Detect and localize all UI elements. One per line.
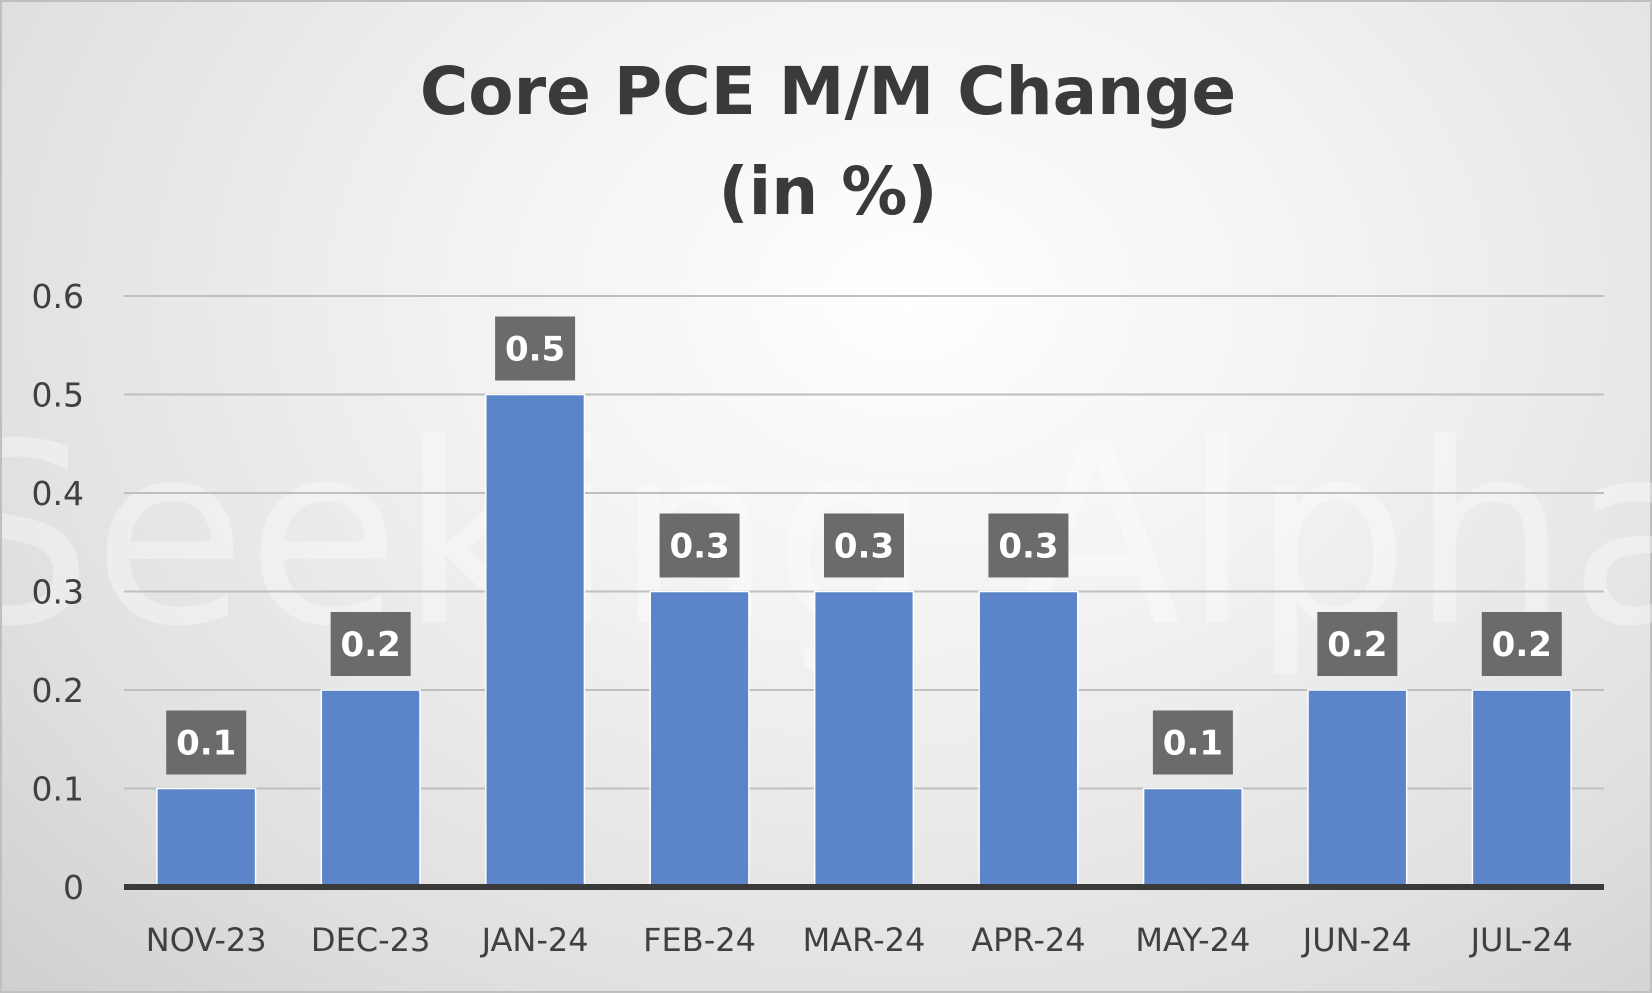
y-tick-label: 0.6 — [32, 277, 84, 316]
x-category-label: NOV-23 — [146, 921, 267, 959]
y-tick-label: 0 — [63, 868, 84, 907]
data-label: 0.1 — [1152, 710, 1233, 775]
data-label-value: 0.2 — [341, 625, 401, 665]
y-axis-tick-labels: 0 0.1 0.2 0.3 0.4 0.5 0.6 — [32, 277, 84, 907]
data-label-box — [495, 316, 576, 381]
data-label: 0.3 — [659, 513, 740, 578]
data-label-box — [1317, 612, 1398, 676]
bar-jan-24 — [485, 393, 586, 888]
data-label-value: 0.5 — [505, 330, 565, 370]
data-label-value: 0.3 — [834, 527, 894, 567]
y-tick-label: 0.3 — [32, 573, 84, 612]
x-category-label: MAR-24 — [803, 921, 926, 959]
bar-mar-24 — [813, 590, 915, 888]
data-label-value: 0.1 — [1163, 724, 1223, 764]
y-tick-label: 0.4 — [32, 474, 84, 513]
x-category-label: DEC-23 — [311, 921, 430, 959]
bar-feb-24 — [649, 590, 750, 888]
bar-jun-24 — [1307, 689, 1408, 888]
data-label-box — [988, 513, 1069, 578]
data-label: 0.3 — [988, 513, 1069, 578]
data-label: 0.3 — [824, 513, 904, 578]
data-label-value: 0.3 — [998, 527, 1058, 567]
bar-may-24 — [1142, 787, 1243, 888]
data-label: 0.2 — [1481, 612, 1562, 676]
data-label: 0.2 — [1317, 612, 1398, 676]
data-label-box — [1481, 612, 1562, 676]
x-category-label: JUN-24 — [1301, 921, 1412, 959]
data-label-box — [330, 612, 411, 676]
bar-nov-23 — [156, 787, 257, 888]
data-labels: 0.1 0.2 0.5 0.3 0.3 0.3 0.1 0.2 0.2 — [166, 316, 1562, 775]
x-category-label: APR-24 — [971, 921, 1085, 959]
x-category-label: JUL-24 — [1469, 921, 1573, 959]
chart-title-line-1: Core PCE M/M Change — [420, 53, 1236, 130]
y-tick-label: 0.5 — [32, 376, 84, 415]
data-label-value: 0.1 — [176, 724, 236, 764]
data-label-value: 0.2 — [1492, 625, 1552, 665]
bar-jul-24 — [1471, 689, 1572, 888]
data-label: 0.2 — [330, 612, 411, 676]
data-label-box — [1152, 710, 1233, 775]
data-label-value: 0.3 — [669, 527, 729, 567]
bars — [156, 393, 1572, 888]
data-label-value: 0.2 — [1327, 625, 1387, 665]
chart-title-line-2: (in %) — [718, 153, 937, 230]
chart-title: Core PCE M/M Change (in %) — [420, 53, 1236, 230]
data-label-box — [166, 710, 247, 775]
y-tick-label: 0.2 — [32, 671, 84, 710]
bar-dec-23 — [320, 689, 421, 888]
data-label-box — [659, 513, 740, 578]
data-label: 0.5 — [495, 316, 576, 381]
x-axis-category-labels: NOV-23 DEC-23 JAN-24 FEB-24 MAR-24 APR-24 MAY-… — [146, 921, 1573, 959]
y-tick-label: 0.1 — [32, 770, 84, 809]
x-category-label: MAY-24 — [1135, 921, 1250, 959]
x-category-label: FEB-24 — [643, 921, 756, 959]
data-label: 0.1 — [166, 710, 247, 775]
data-label-box — [824, 513, 904, 578]
x-category-label: JAN-24 — [480, 921, 589, 959]
bar-apr-24 — [978, 590, 1079, 888]
